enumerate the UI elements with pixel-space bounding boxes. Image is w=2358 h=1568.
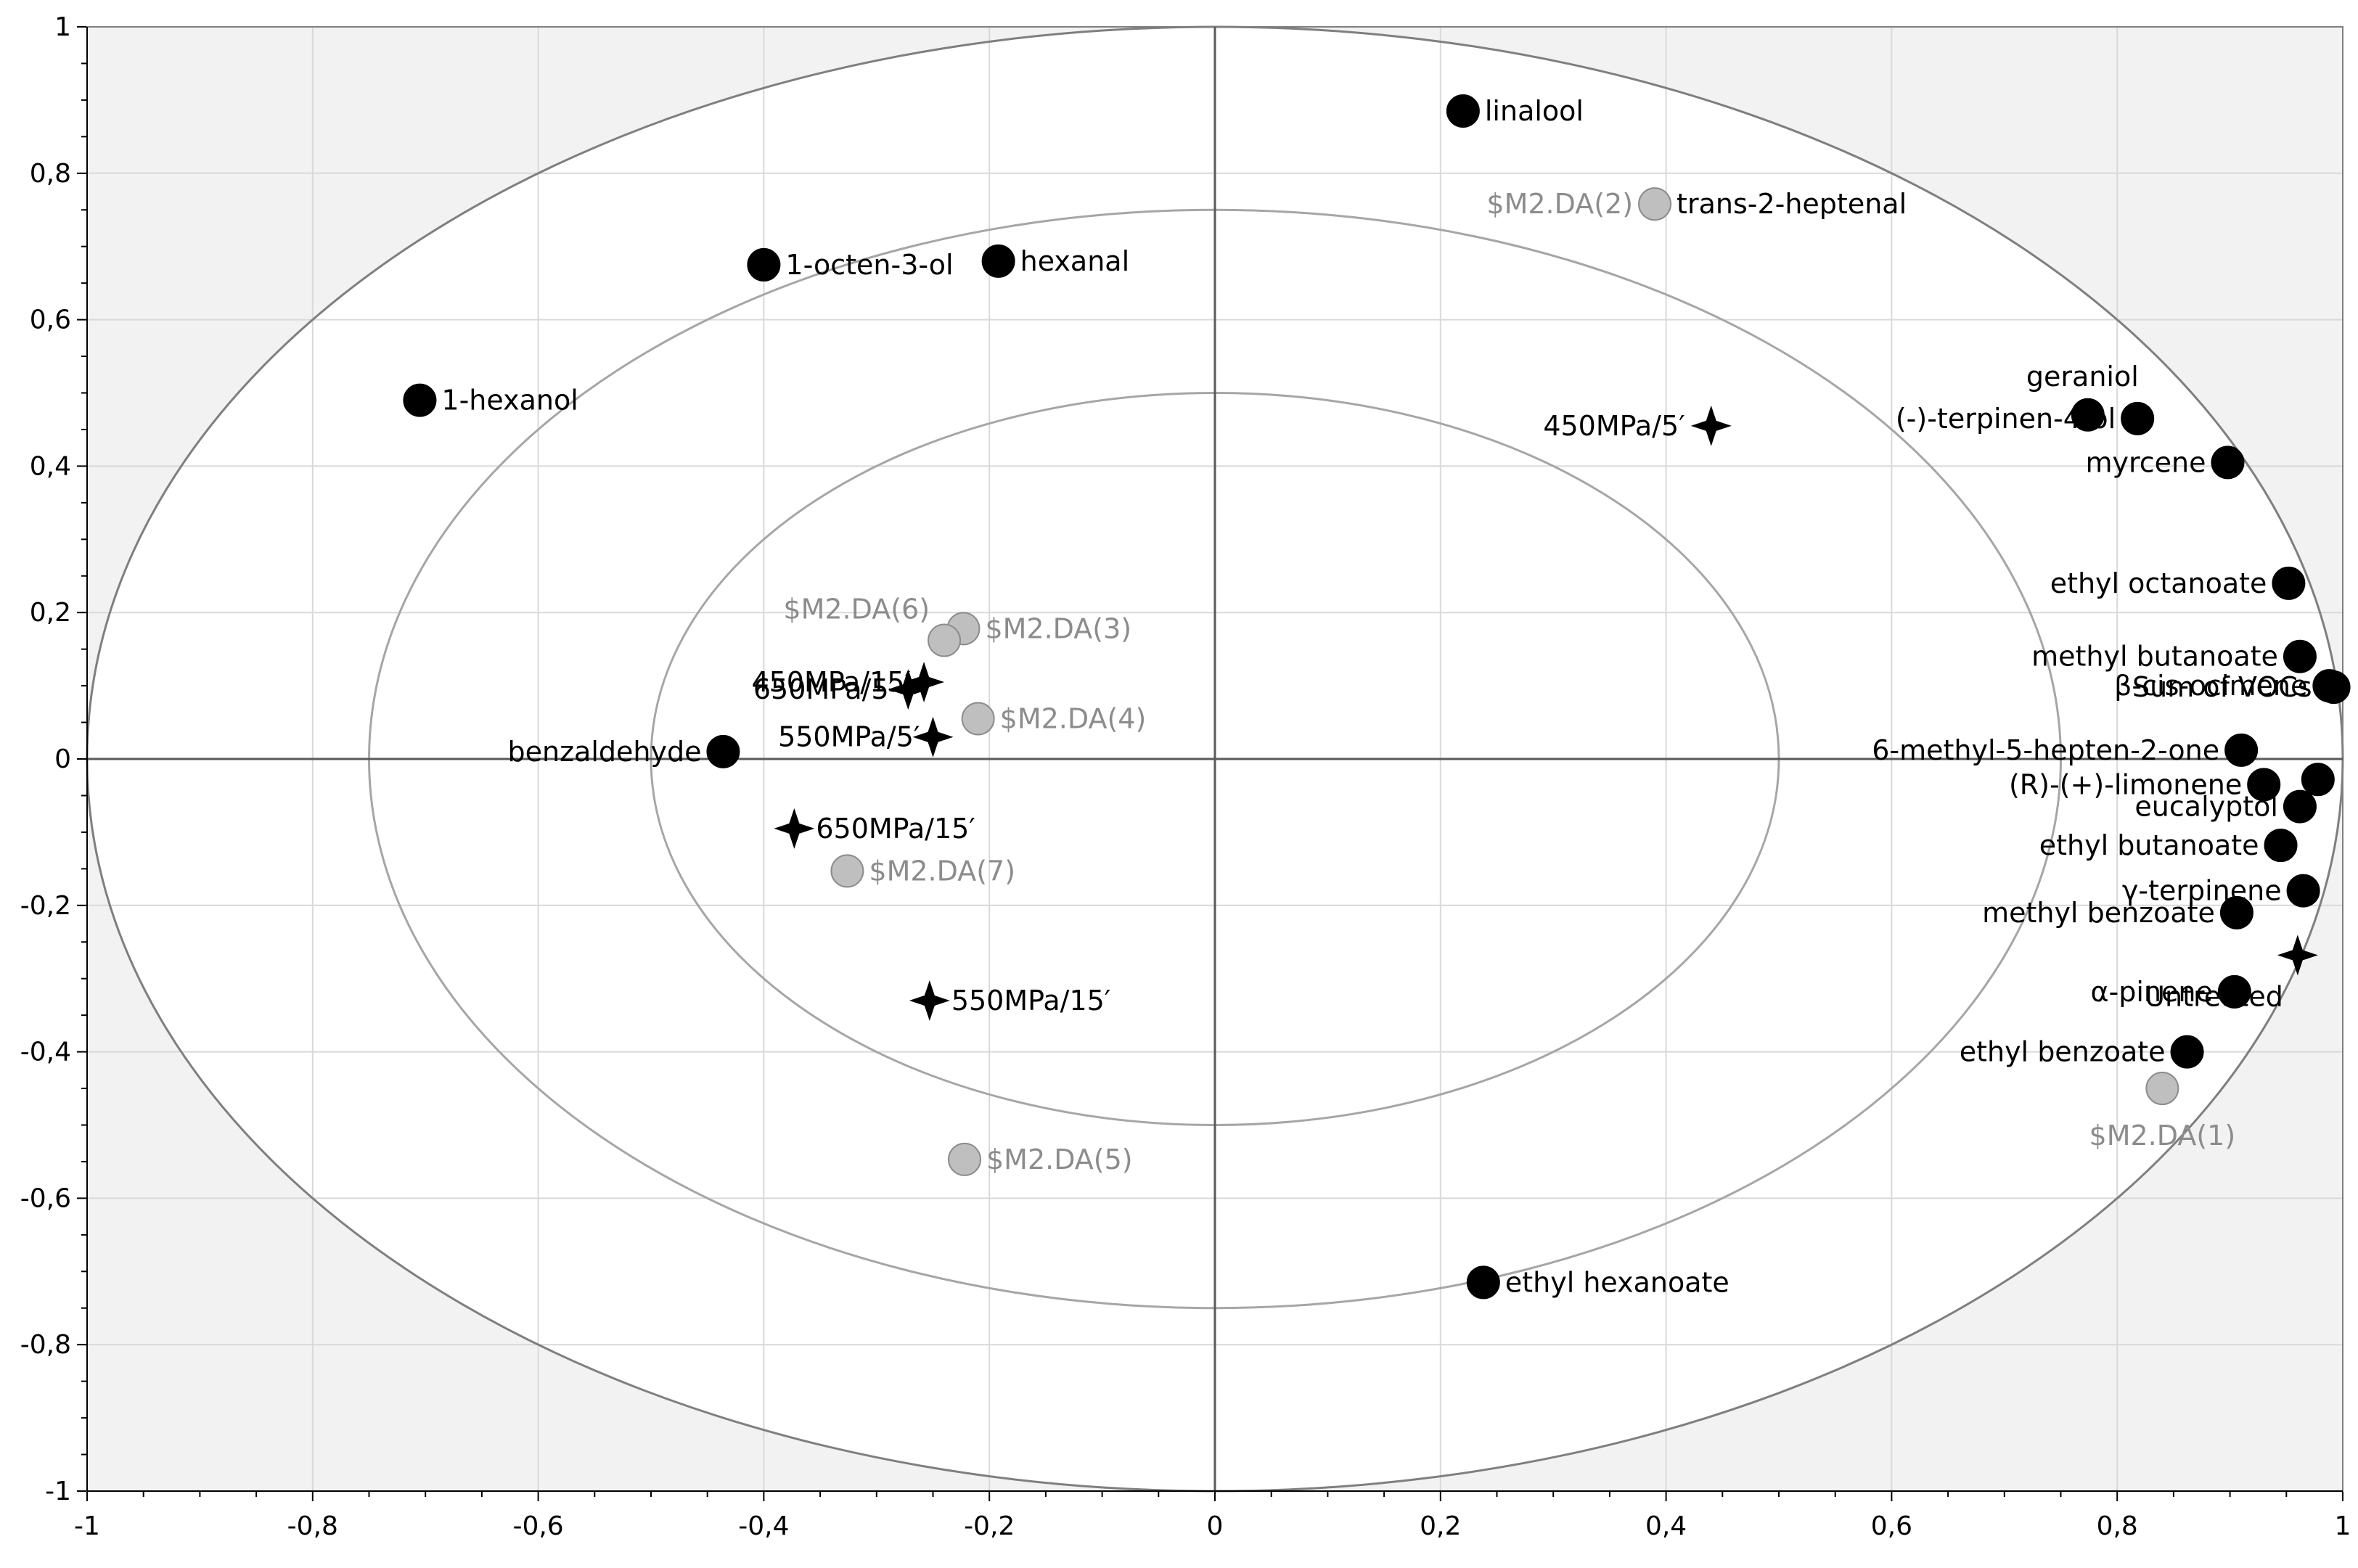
x-tick-label: 0 <box>1207 1511 1224 1541</box>
point-label: 6-methyl-5-hepten-2-one <box>1872 734 2219 766</box>
x-tick-label: 0,6 <box>1871 1511 1912 1541</box>
point-label: 450MPa/15′ <box>751 666 911 698</box>
variable-point <box>2224 733 2259 767</box>
y-tick-label: 0 <box>54 744 71 774</box>
point-label: $M2.DA(4) <box>1000 703 1147 735</box>
point-label: ethyl hexanoate <box>1505 1266 1729 1298</box>
variable-point <box>2170 1035 2204 1069</box>
x-tick-label: 0,4 <box>1645 1511 1687 1541</box>
variable-point <box>2247 768 2281 802</box>
y-tick-label: -0,2 <box>20 891 71 921</box>
point-label: $M2.DA(1) <box>2089 1120 2236 1152</box>
variable-point <box>403 383 437 417</box>
variable-point <box>2317 670 2351 705</box>
variable-point <box>1446 94 1480 128</box>
point-label: 1-hexanol <box>441 385 578 416</box>
x-tick-label: -0,8 <box>287 1511 338 1541</box>
dummy-point <box>830 854 864 888</box>
variable-point <box>2211 446 2245 480</box>
point-label: 1-octen-3-ol <box>785 249 953 281</box>
variable-point <box>981 244 1015 278</box>
point-label: (-)-terpinen-4-ol <box>1896 403 2116 435</box>
sample-star-point <box>909 980 950 1021</box>
point-label: 450MPa/5′ <box>1543 410 1684 442</box>
point-label: ethyl octanoate <box>2050 567 2267 599</box>
point-label: $M2.DA(2) <box>1486 188 1633 220</box>
point-label: linalool <box>1485 95 1584 127</box>
variable-point <box>747 247 781 282</box>
point-label: 550MPa/15′ <box>951 985 1111 1017</box>
variable-point <box>2272 566 2306 600</box>
point-label: benzaldehyde <box>508 736 702 768</box>
point-label: hexanal <box>1020 245 1130 277</box>
point-label: α-pinene <box>2090 976 2212 1008</box>
variable-point <box>1466 1265 1500 1300</box>
extra-label: trans-2-heptenal <box>1677 188 1907 220</box>
point-label: geraniol <box>2026 361 2139 393</box>
sample-star-point <box>2277 935 2318 976</box>
variable-point <box>706 734 740 768</box>
y-tick-label: -0,8 <box>20 1330 71 1360</box>
dummy-point <box>961 702 995 736</box>
point-label: $M2.DA(7) <box>869 855 1015 887</box>
sample-star-point <box>1690 405 1732 446</box>
sample-star-point <box>774 808 815 849</box>
variable-point <box>2283 789 2317 824</box>
point-label: myrcene <box>2085 446 2206 478</box>
variable-point <box>2219 895 2253 929</box>
variable-point <box>2301 763 2335 797</box>
dummy-point <box>948 1142 982 1176</box>
point-label: $M2.DA(3) <box>985 612 1131 644</box>
y-tick-label: 0,4 <box>30 451 71 481</box>
x-tick-label: 0,8 <box>2097 1511 2138 1541</box>
y-tick-label: -1 <box>45 1477 71 1506</box>
variable-point <box>2286 874 2320 908</box>
y-tick-label: 1 <box>54 12 71 42</box>
y-tick-label: 0,6 <box>30 305 71 335</box>
variable-point <box>2121 401 2155 435</box>
dummy-point <box>928 623 962 657</box>
point-label: 650MPa/5′ <box>753 673 895 705</box>
y-tick-label: 0,2 <box>30 598 71 628</box>
point-label: 650MPa/15′ <box>816 813 975 845</box>
x-tick-label: -0,4 <box>738 1511 789 1541</box>
variable-point <box>2283 639 2317 673</box>
point-label: Untreated <box>2145 980 2283 1012</box>
x-tick-label: 1 <box>2335 1511 2351 1541</box>
sample-star-point <box>912 716 954 758</box>
variable-point <box>2264 829 2298 863</box>
point-label: 550MPa/5′ <box>778 721 920 753</box>
dummy-point <box>1638 187 1672 221</box>
y-tick-label: -0,4 <box>20 1038 71 1067</box>
point-label: eucalyptol <box>2134 791 2278 823</box>
point-labels: linalool 1-octen-3-ol hexanal 1-hexanol gera… <box>441 95 2312 1298</box>
point-label: ethyl butanoate <box>2039 829 2259 861</box>
x-tick-label: 0,2 <box>1420 1511 1461 1541</box>
tick-labels: -1 -0,8 -0,6 -0,4 -0,2 0 0,2 0,4 0,6 0,8 1 1 0,8 0,6 0… <box>20 12 2351 1541</box>
sample-star-point <box>888 669 929 710</box>
point-label: Sum of VOCs <box>2132 671 2312 703</box>
point-label: (R)-(+)-limonene <box>2009 768 2242 800</box>
point-label: $M2.DA(6) <box>783 594 930 625</box>
dummy-point <box>2145 1072 2179 1106</box>
x-tick-label: -1 <box>74 1511 100 1541</box>
sample-star-point <box>904 662 945 703</box>
point-label: $M2.DA(5) <box>986 1144 1133 1175</box>
point-label: ethyl benzoate <box>1960 1036 2166 1068</box>
point-label: γ-terpinene <box>2122 875 2282 907</box>
x-tick-label: -0,6 <box>512 1511 563 1541</box>
point-label: β-cis-ocimene <box>2114 670 2307 702</box>
point-label: methyl butanoate <box>2031 641 2278 673</box>
axes <box>77 26 2343 1501</box>
variable-point <box>2071 398 2105 432</box>
data-points <box>403 94 2351 1300</box>
variable-point <box>2217 974 2251 1009</box>
y-tick-label: 0,8 <box>30 159 71 189</box>
point-label: methyl benzoate <box>1982 897 2215 929</box>
x-tick-label: -0,2 <box>964 1511 1015 1541</box>
y-tick-label: -0,6 <box>20 1183 71 1213</box>
